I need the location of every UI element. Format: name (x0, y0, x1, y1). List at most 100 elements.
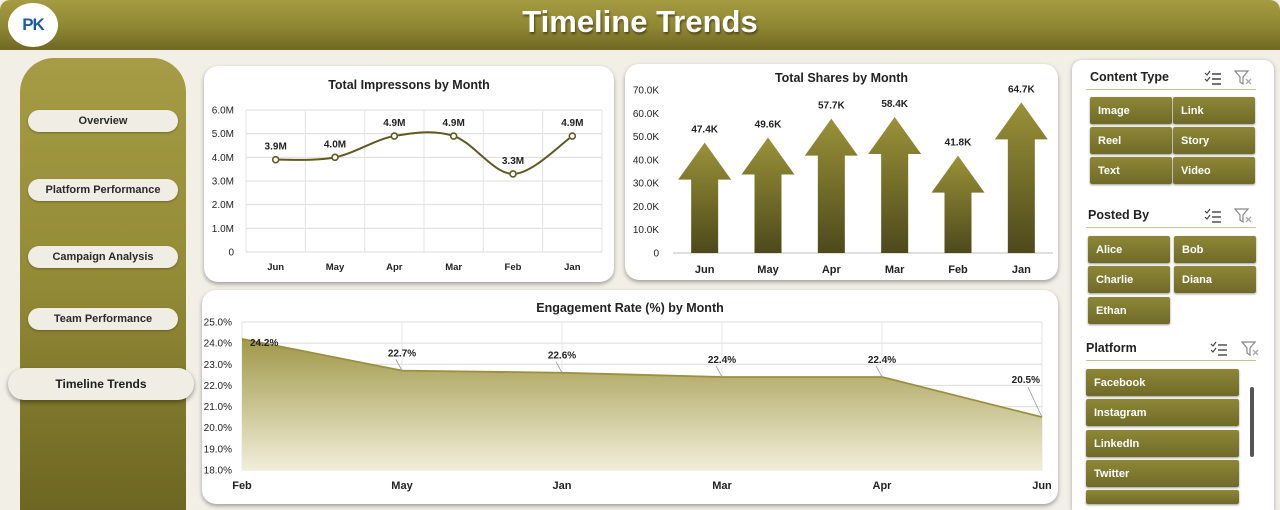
data-point (271, 155, 280, 164)
clear-filter-icon[interactable] (1234, 70, 1252, 86)
data-label: 58.4K (881, 99, 908, 110)
shares-chart-card: Total Shares by Month 0 10.0K 20.0K 30.0K 40… (625, 64, 1058, 280)
nav-team-performance-button[interactable]: Team Performance (28, 308, 178, 330)
y-tick-label: 21.0% (204, 402, 232, 413)
slicer-item-facebook[interactable]: Facebook (1086, 369, 1239, 396)
x-tick-label: May (391, 480, 413, 492)
bar (868, 117, 922, 253)
impressions-chart-title: Total Impressons by Month (328, 78, 490, 92)
slicer-item-image[interactable]: Image (1090, 97, 1172, 124)
content-type-slicer-header: Content Type (1086, 68, 1256, 90)
platform-slicer-title: Platform (1086, 341, 1137, 355)
x-tick-label: Apr (822, 264, 842, 276)
slicer-item-ethan[interactable]: Ethan (1088, 297, 1170, 324)
data-label: 64.7K (1008, 84, 1035, 95)
x-tick-label: Jan (553, 480, 572, 492)
y-tick-label: 50.0K (633, 132, 659, 143)
y-tick-label: 20.0K (633, 202, 659, 213)
slicer-item-story[interactable]: Story (1173, 127, 1255, 154)
y-tick-label: 4.0M (212, 153, 234, 164)
page-title: Timeline Trends (522, 4, 758, 39)
y-tick-label: 10.0K (633, 225, 659, 236)
x-tick-label: Mar (885, 264, 905, 276)
label-leader-line (875, 365, 883, 378)
company-logo: PK (8, 3, 58, 47)
y-tick-label: 1.0M (212, 224, 234, 235)
slicer-item-bob[interactable]: Bob (1174, 236, 1256, 263)
x-tick-label: Apr (873, 480, 893, 492)
label-leader-line (395, 359, 403, 371)
y-tick-label: 23.0% (204, 360, 232, 371)
x-tick-label: May (326, 262, 345, 273)
header-bar: PK Timeline Trends (0, 0, 1280, 50)
y-tick-label: 0 (653, 249, 659, 260)
data-label: 41.8K (945, 138, 972, 149)
slicer-item-charlie[interactable]: Charlie (1088, 266, 1170, 293)
slicer-item-video[interactable]: Video (1173, 157, 1255, 184)
slicer-item-text[interactable]: Text (1090, 157, 1172, 184)
label-leader-line (555, 361, 563, 373)
area-fill (242, 338, 1042, 470)
bar (678, 142, 732, 253)
x-tick-label: Jan (564, 262, 581, 273)
platform-slicer-scrollbar[interactable] (1250, 387, 1254, 457)
multi-select-icon[interactable] (1210, 341, 1228, 357)
slicer-item-reel[interactable]: Reel (1090, 127, 1172, 154)
y-tick-label: 18.0% (204, 466, 232, 477)
y-tick-label: 20.0% (204, 423, 232, 434)
label-leader-line (1027, 386, 1043, 418)
data-label: 24.2% (250, 338, 278, 349)
y-tick-label: 3.0M (212, 177, 234, 188)
x-tick-label: Jun (1032, 480, 1052, 492)
data-label: 4.0M (324, 139, 346, 150)
nav-platform-performance-button[interactable]: Platform Performance (28, 179, 178, 201)
y-tick-label: 5.0M (212, 129, 234, 140)
data-label: 3.3M (502, 156, 524, 167)
slicer-item-partial[interactable] (1086, 490, 1239, 504)
x-tick-label: Apr (386, 262, 403, 273)
clear-filter-icon[interactable] (1241, 341, 1259, 357)
bar (741, 137, 795, 253)
slicer-item-twitter[interactable]: Twitter (1086, 460, 1239, 487)
data-label: 4.9M (443, 118, 465, 129)
data-label: 49.6K (755, 120, 782, 131)
slicer-item-diana[interactable]: Diana (1174, 266, 1256, 293)
sidebar-nav: Overview Platform Performance Campaign A… (8, 58, 194, 510)
data-label: 22.4% (868, 355, 896, 366)
y-tick-label: 24.0% (204, 339, 232, 350)
series-line (241, 338, 1043, 419)
clear-filter-icon[interactable] (1234, 208, 1252, 224)
impressions-line-chart: 0 1.0M 2.0M 3.0M 4.0M 5.0M 6.0M 3.9M Jun 4.0M May 4… (212, 106, 603, 273)
multi-select-icon[interactable] (1204, 70, 1222, 86)
data-label: 22.4% (708, 355, 736, 366)
engagement-chart-title: Engagement Rate (%) by Month (536, 301, 724, 315)
y-tick-label: 19.0% (204, 444, 232, 455)
nav-timeline-trends-button[interactable]: Timeline Trends (8, 368, 194, 400)
nav-campaign-analysis-button[interactable]: Campaign Analysis (28, 246, 178, 268)
platform-slicer-header: Platform (1086, 339, 1259, 361)
data-label: 22.6% (548, 351, 576, 362)
data-label: 4.9M (383, 118, 405, 129)
slicer-item-instagram[interactable]: Instagram (1086, 399, 1239, 426)
x-tick-label: Jun (695, 264, 715, 276)
slicer-item-link[interactable]: Link (1173, 97, 1255, 124)
y-tick-label: 30.0K (633, 179, 659, 190)
data-label: 22.7% (388, 349, 416, 360)
slicer-item-linkedin[interactable]: LinkedIn (1086, 430, 1239, 457)
x-tick-label: Mar (712, 480, 732, 492)
y-tick-label: 6.0M (212, 106, 234, 117)
x-tick-label: Jun (267, 262, 284, 273)
nav-overview-button[interactable]: Overview (28, 110, 178, 132)
multi-select-icon[interactable] (1204, 208, 1222, 224)
slicer-item-alice[interactable]: Alice (1088, 236, 1170, 263)
x-tick-label: Feb (232, 480, 252, 492)
x-tick-label: May (757, 264, 779, 276)
x-tick-label: Feb (505, 262, 522, 273)
slicer-panel: Content Type Image Link Reel Story Text … (1072, 60, 1274, 510)
engagement-area-chart: 18.0% 19.0% 20.0% 21.0% 22.0% 23.0% 24.0% 25.0%… (204, 318, 1052, 493)
shares-bar-chart: 0 10.0K 20.0K 30.0K 40.0K 50.0K 60.0K 70.0K 47.4… (633, 84, 1053, 276)
y-tick-label: 25.0% (204, 318, 232, 329)
engagement-chart-card: Engagement Rate (%) by Month 18.0% 19.0% 2… (202, 290, 1058, 504)
y-tick-label: 60.0K (633, 109, 659, 120)
posted-by-slicer-title: Posted By (1088, 208, 1150, 222)
